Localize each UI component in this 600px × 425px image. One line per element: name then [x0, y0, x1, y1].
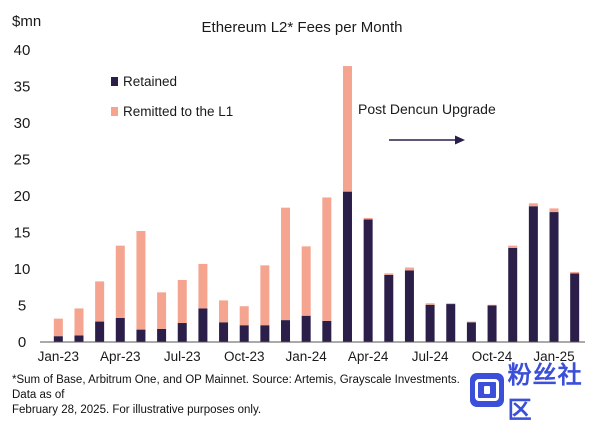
bar-retained	[363, 219, 373, 342]
annotation-text: Post Dencun Upgrade	[358, 101, 496, 117]
bar-retained	[198, 308, 208, 342]
bar-retained	[177, 323, 187, 342]
bar-remitted	[198, 263, 208, 309]
bar-remitted	[219, 300, 229, 323]
bar-remitted	[570, 271, 580, 274]
watermark-text: 粉丝社区	[507, 361, 583, 424]
bar-remitted	[487, 304, 497, 306]
bar-retained	[570, 273, 580, 342]
footnote: *Sum of Base, Arbitrum One, and OP Mainn…	[12, 373, 482, 418]
bar-remitted	[466, 321, 476, 323]
bar-retained	[53, 336, 63, 342]
square-logo-icon	[470, 373, 504, 407]
fees-chart: Ethereum L2* Fees per Month $mn 0 5 10 15 20…	[12, 13, 585, 364]
bar-retained	[404, 270, 414, 342]
bar-retained	[219, 322, 229, 342]
bar-remitted	[53, 318, 63, 337]
legend: Retained Remitted to the L1	[111, 74, 233, 119]
y-tick-label: 40	[14, 42, 31, 59]
legend-label: Remitted to the L1	[123, 104, 233, 119]
x-tick-label: Oct-24	[472, 349, 513, 364]
x-tick-label: Jan-24	[286, 349, 328, 364]
bar-retained	[446, 304, 456, 342]
bar-remitted	[301, 246, 311, 316]
annotation: Post Dencun Upgrade	[358, 101, 496, 145]
x-tick-label: Jul-23	[164, 349, 201, 364]
bar-remitted	[136, 231, 146, 330]
x-tick-label: Jan-25	[533, 349, 574, 364]
bar-retained	[74, 335, 84, 342]
bar-retained	[260, 325, 270, 342]
bar-retained	[508, 247, 518, 342]
bar-retained	[281, 320, 291, 342]
bar-retained	[115, 317, 125, 342]
bar-retained	[549, 212, 559, 342]
bar-remitted	[528, 203, 538, 207]
bar-retained	[342, 191, 352, 342]
y-tick-label: 30	[14, 115, 31, 132]
x-tick-label: Apr-23	[100, 349, 141, 364]
y-tick-label: 15	[14, 225, 31, 242]
bar-retained	[95, 321, 105, 342]
legend-swatch	[111, 107, 118, 116]
bar-remitted	[95, 281, 105, 322]
y-tick-label: 5	[18, 298, 26, 315]
bar-retained	[384, 274, 394, 342]
bar-retained	[157, 328, 167, 342]
bar-retained	[466, 322, 476, 342]
bar-remitted	[157, 292, 167, 329]
bar-remitted	[115, 245, 125, 318]
legend-label: Retained	[123, 74, 177, 89]
bar-remitted	[363, 217, 373, 220]
y-tick-label: 20	[14, 188, 31, 205]
bar-remitted	[322, 197, 332, 321]
y-tick-label: 0	[18, 334, 26, 351]
annotation-arrow-icon	[455, 135, 465, 145]
x-tick-label: Jul-24	[412, 349, 449, 364]
footnote-line-2: February 28, 2025. For illustrative purp…	[12, 404, 262, 416]
y-axis-unit-label: $mn	[12, 13, 41, 30]
x-tick-label: Jan-23	[38, 349, 79, 364]
chart-title: Ethereum L2* Fees per Month	[202, 19, 403, 36]
bar-retained	[136, 329, 146, 342]
bar-retained	[487, 305, 497, 342]
bar-remitted	[74, 308, 84, 336]
bar-retained	[301, 315, 311, 342]
bar-remitted	[239, 306, 249, 326]
bar-remitted	[446, 303, 456, 305]
bar-remitted	[425, 303, 435, 305]
bar-retained	[322, 320, 332, 342]
footnote-line-1: *Sum of Base, Arbitrum One, and OP Mainn…	[12, 374, 460, 401]
x-tick-label: Apr-24	[348, 349, 389, 364]
y-tick-label: 25	[14, 152, 31, 169]
bar-retained	[425, 304, 435, 342]
bar-retained	[239, 325, 249, 342]
legend-swatch	[111, 77, 118, 86]
bar-remitted	[342, 66, 352, 192]
bar-retained	[528, 206, 538, 342]
x-tick-label: Oct-23	[224, 349, 265, 364]
bar-remitted	[404, 267, 414, 271]
y-tick-label: 35	[14, 79, 31, 96]
y-tick-label: 10	[14, 261, 31, 278]
bar-remitted	[281, 207, 291, 321]
bar-remitted	[508, 245, 518, 248]
watermark: 粉丝社区	[470, 361, 596, 424]
bar-remitted	[177, 279, 187, 324]
bar-remitted	[549, 208, 559, 213]
bar-remitted	[384, 273, 394, 275]
bar-remitted	[260, 265, 270, 326]
